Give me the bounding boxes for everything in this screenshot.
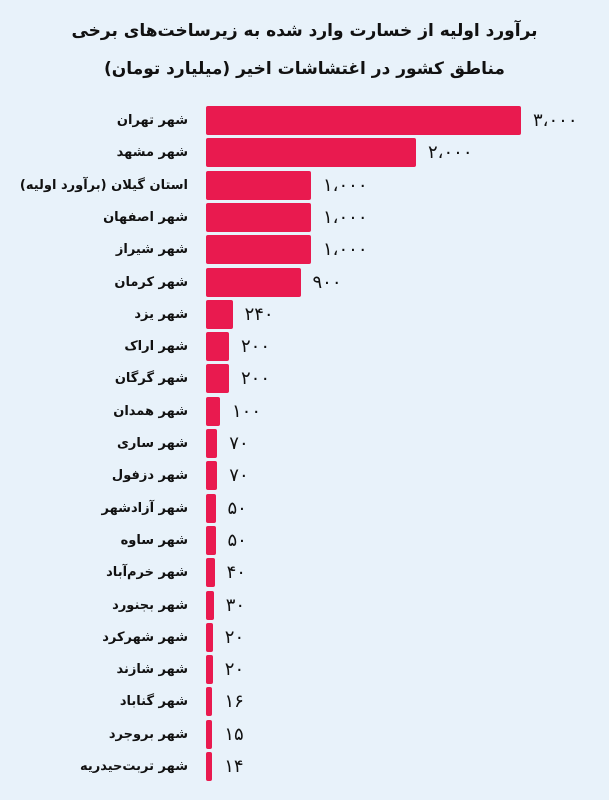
bar-row: شهر شازند ۲۰ — [0, 655, 609, 685]
bar — [206, 299, 233, 329]
bar-row: شهر اراک ۲۰۰ — [0, 332, 609, 362]
category-label: شهر شازند — [116, 662, 188, 678]
category-label: شهر اصفهان — [103, 209, 188, 225]
bar — [206, 138, 416, 168]
bar-row: شهر تربت‌حیدریه ۱۴ — [0, 752, 609, 781]
bar-row: شهر خرم‌آباد ۴۰ — [0, 558, 609, 588]
bar — [206, 332, 229, 362]
bar — [206, 590, 214, 620]
value-label: ۹۰۰ — [312, 271, 342, 293]
bar-row: شهر بروجرد ۱۵ — [0, 719, 609, 749]
category-label: شهر تهران — [116, 113, 188, 128]
category-label: شهر مشهد — [116, 145, 188, 161]
category-label: شهر بروجرد — [108, 726, 188, 742]
value-label: ۲۰ — [224, 659, 245, 681]
value-label: ۷۰ — [229, 465, 249, 487]
bar — [206, 752, 213, 781]
bar — [206, 170, 311, 200]
bar — [206, 493, 216, 523]
value-label: ۱،۰۰۰ — [323, 174, 368, 196]
value-label: ۳،۰۰۰ — [533, 110, 578, 131]
chart-title-line-1: برآورد اولیه از خسارت وارد شده به زیرساخ… — [71, 21, 538, 41]
value-label: ۱۶ — [224, 691, 244, 713]
category-label: شهر شیراز — [115, 242, 188, 258]
category-label: شهر ساری — [116, 436, 188, 451]
value-label: ۳۰ — [225, 594, 246, 616]
bar — [206, 429, 218, 458]
value-label: ۱۰۰ — [232, 400, 262, 422]
bar — [206, 655, 213, 685]
bar-row: شهر همدان ۱۰۰ — [0, 396, 609, 426]
value-label: ۲۴۰ — [244, 303, 274, 325]
value-label: ۲۰۰ — [241, 336, 271, 358]
bar-row: شهر دزفول ۷۰ — [0, 461, 609, 491]
bar-row: شهر مشهد ۲،۰۰۰ — [0, 138, 609, 168]
bar-row: شهر ساری ۷۰ — [0, 429, 609, 458]
category-label: شهر اراک — [124, 339, 188, 355]
value-label: ۲۰ — [224, 626, 245, 648]
bar-row: شهر آزادشهر ۵۰ — [0, 493, 609, 523]
chart-title-line-2: مناطق کشور در اغتشاشات اخیر (میلیارد توم… — [104, 59, 505, 79]
bar — [206, 461, 218, 491]
bar-row: شهر کرمان ۹۰۰ — [0, 267, 609, 297]
category-label: شهر ساوه — [120, 532, 188, 548]
bar-row: شهر شهرکرد ۲۰ — [0, 622, 609, 652]
value-label: ۱،۰۰۰ — [323, 239, 368, 261]
category-label: شهر آزادشهر — [101, 500, 189, 516]
category-label: شهر یزد — [134, 306, 188, 322]
bar-row: شهر شیراز ۱،۰۰۰ — [0, 235, 609, 265]
value-label: ۲،۰۰۰ — [428, 142, 473, 164]
category-label: شهر تربت‌حیدریه — [79, 759, 188, 774]
value-label: ۱،۰۰۰ — [323, 206, 368, 228]
bar — [206, 364, 229, 394]
bar-row: شهر بجنورد ۳۰ — [0, 590, 609, 620]
category-label: شهر کرمان — [114, 274, 188, 290]
bar — [206, 396, 220, 426]
bar-row: شهر گرگان ۲۰۰ — [0, 364, 609, 394]
category-label: شهر گناباد — [119, 694, 188, 710]
category-label: شهر خرم‌آباد — [106, 565, 188, 581]
bar-row: شهر تهران ۳،۰۰۰ — [0, 106, 609, 135]
bar-row: شهر اصفهان ۱،۰۰۰ — [0, 202, 609, 232]
category-label: شهر دزفول — [111, 468, 188, 484]
bar-row: استان گیلان (برآورد اولیه) ۱،۰۰۰ — [0, 170, 609, 200]
bar — [206, 719, 213, 749]
bar — [206, 235, 311, 265]
value-label: ۲۰۰ — [241, 368, 271, 390]
value-label: ۷۰ — [229, 433, 249, 454]
bar-row: شهر یزد ۲۴۰ — [0, 299, 609, 329]
bar — [206, 687, 213, 717]
bar-row: شهر گناباد ۱۶ — [0, 687, 609, 717]
bar — [206, 267, 301, 297]
value-label: ۵۰ — [227, 497, 247, 519]
category-label: استان گیلان (برآورد اولیه) — [19, 177, 188, 193]
bar — [206, 525, 216, 555]
category-label: شهر شهرکرد — [102, 629, 188, 645]
bar — [206, 558, 215, 588]
bar-row: شهر ساوه ۵۰ — [0, 525, 609, 555]
category-label: شهر گرگان — [114, 371, 188, 387]
bar — [206, 106, 521, 135]
chart-title: برآورد اولیه از خسارت وارد شده به زیرساخ… — [0, 12, 609, 88]
category-label: شهر بجنورد — [112, 597, 188, 613]
bar — [206, 202, 311, 232]
value-label: ۱۴ — [224, 756, 244, 777]
value-label: ۱۵ — [224, 723, 244, 745]
category-label: شهر همدان — [113, 403, 188, 419]
value-label: ۵۰ — [227, 529, 247, 551]
bar — [206, 622, 213, 652]
value-label: ۴۰ — [226, 562, 246, 584]
